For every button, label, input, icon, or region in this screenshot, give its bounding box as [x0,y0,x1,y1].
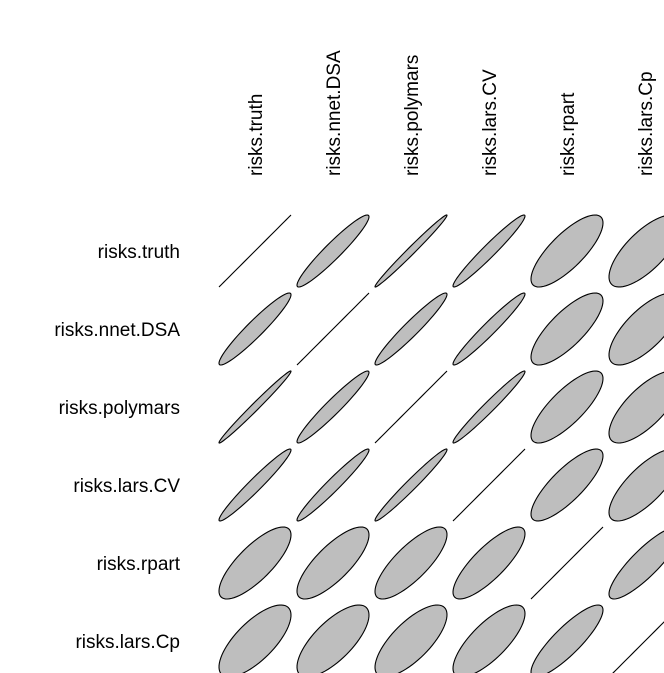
column-label-risks-truth: risks.truth [246,94,267,176]
ellipse-risks-nnet-DSA-vs-risks-lars-CV [452,292,526,366]
ellipse-cells [218,214,664,673]
ellipse-risks-lars-CV-vs-risks-truth [218,448,292,522]
row-label-risks-nnet-DSA: risks.nnet.DSA [54,320,180,341]
ellipse-risks-lars-Cp-vs-risks-rpart [530,604,604,673]
ellipse-risks-rpart-vs-risks-lars-Cp [608,530,664,600]
ellipse-risks-nnet-DSA-vs-risks-truth [218,292,292,366]
ellipse-risks-lars-Cp-vs-risks-polymars [374,604,448,673]
ellipse-risks-rpart-vs-risks-polymars [374,526,448,600]
ellipse-risks-lars-Cp-vs-risks-nnet-DSA [296,604,370,673]
ellipse-risks-polymars-vs-risks-rpart [530,370,604,444]
ellipse-risks-lars-CV-vs-risks-polymars [374,448,448,522]
ellipse-risks-lars-Cp-vs-risks-lars-Cp [612,621,664,673]
ellipse-risks-polymars-vs-risks-truth [218,370,292,444]
ellipse-risks-lars-Cp-vs-risks-lars-CV [452,604,526,673]
row-label-risks-lars-Cp: risks.lars.Cp [75,632,180,653]
ellipse-risks-nnet-DSA-vs-risks-lars-Cp [608,293,664,366]
ellipse-risks-polymars-vs-risks-polymars [374,370,448,444]
ellipse-risks-lars-CV-vs-risks-lars-Cp [608,450,664,522]
column-label-risks-lars-Cp: risks.lars.Cp [636,71,657,176]
column-label-risks-polymars: risks.polymars [402,55,423,176]
ellipse-risks-rpart-vs-risks-rpart [530,526,604,600]
ellipse-risks-nnet-DSA-vs-risks-nnet-DSA [296,292,370,366]
column-label-risks-nnet-DSA: risks.nnet.DSA [324,50,345,176]
ellipse-risks-rpart-vs-risks-lars-CV [452,526,526,600]
ellipse-risks-truth-vs-risks-rpart [530,214,604,288]
ellipse-risks-lars-CV-vs-risks-rpart [530,448,604,522]
ellipse-risks-truth-vs-risks-nnet-DSA [296,214,370,288]
row-label-risks-lars-CV: risks.lars.CV [73,476,180,497]
ellipse-risks-polymars-vs-risks-lars-Cp [608,371,664,444]
row-labels: risks.truth risks.nnet.DSA risks.polymars r… [54,242,180,653]
ellipse-risks-polymars-vs-risks-nnet-DSA [296,370,370,444]
ellipse-risks-truth-vs-risks-truth [218,214,292,288]
ellipse-risks-lars-CV-vs-risks-nnet-DSA [296,448,370,522]
column-label-risks-lars-CV: risks.lars.CV [480,69,501,176]
ellipse-risks-polymars-vs-risks-lars-CV [452,370,526,444]
row-label-risks-truth: risks.truth [98,242,180,263]
ellipse-risks-lars-CV-vs-risks-lars-CV [452,448,526,522]
ellipse-risks-truth-vs-risks-lars-Cp [608,215,664,288]
ellipse-risks-nnet-DSA-vs-risks-polymars [374,292,448,366]
ellipse-risks-rpart-vs-risks-truth [218,526,292,600]
ellipse-risks-nnet-DSA-vs-risks-rpart [530,292,604,366]
ellipse-risks-lars-Cp-vs-risks-truth [218,604,292,673]
column-label-risks-rpart: risks.rpart [558,92,579,176]
ellipse-risks-rpart-vs-risks-nnet-DSA [296,526,370,600]
row-label-risks-polymars: risks.polymars [59,398,180,419]
column-labels: risks.truth risks.nnet.DSA risks.polymars r… [246,50,657,176]
row-label-risks-rpart: risks.rpart [97,554,181,575]
ellipse-risks-truth-vs-risks-polymars [374,214,448,288]
ellipse-risks-truth-vs-risks-lars-CV [452,214,526,288]
